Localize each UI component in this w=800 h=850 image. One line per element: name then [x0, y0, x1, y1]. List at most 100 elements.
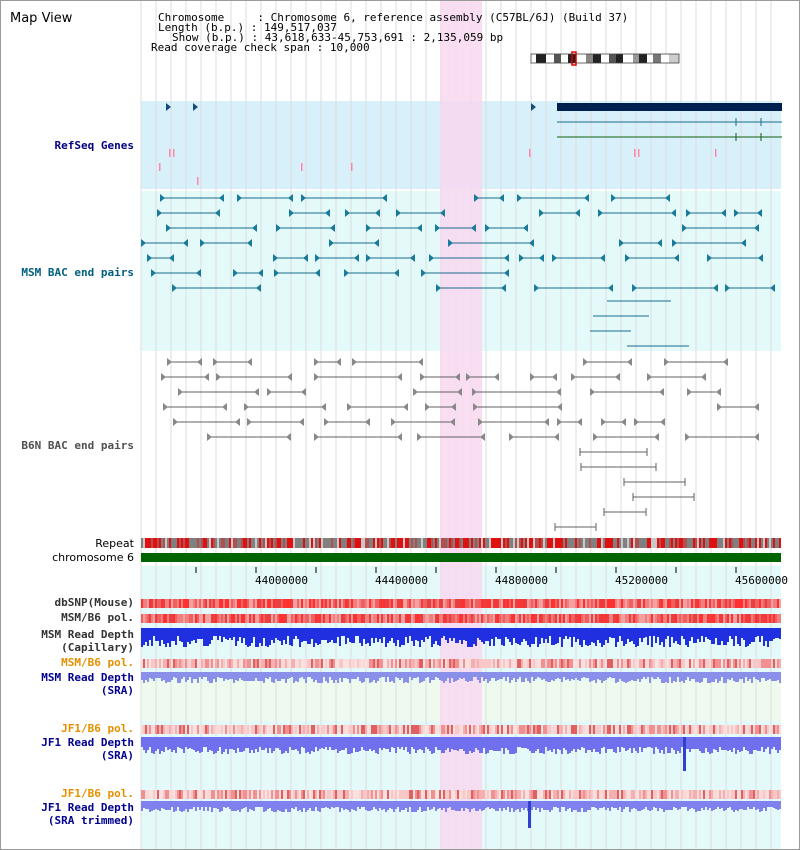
read-depth-bar	[745, 672, 747, 677]
read-depth-bar	[693, 801, 695, 809]
read-depth-bar	[497, 672, 499, 680]
polymorphism-cell	[399, 659, 401, 668]
read-depth-bar	[219, 737, 221, 747]
read-depth-bar	[307, 672, 309, 677]
track-label-refseq-genes[interactable]: RefSeq Genes	[54, 139, 134, 152]
bac-end-left	[590, 388, 595, 396]
read-depth-bar	[571, 672, 573, 679]
polymorphism-cell	[733, 790, 735, 799]
read-depth-bar	[701, 737, 703, 753]
polymorphism-cell	[271, 790, 273, 799]
repeat-segment	[289, 538, 291, 548]
polymorphism-cell	[323, 790, 325, 799]
polymorphism-cell	[385, 790, 387, 799]
read-depth-bar	[271, 801, 273, 811]
read-depth-bar	[465, 737, 467, 754]
read-depth-bar	[527, 672, 529, 681]
repeat-segment	[651, 538, 653, 548]
polymorphism-cell	[617, 599, 619, 608]
polymorphism-cell	[617, 725, 619, 734]
polymorphism-cell	[683, 614, 685, 623]
track-label-chromosome[interactable]: chromosome 6	[52, 551, 134, 564]
read-depth-bar	[161, 801, 163, 808]
length-info: Length (b.p.) : 149,517,037	[158, 21, 337, 34]
read-depth-bar	[413, 672, 415, 678]
polymorphism-cell	[299, 599, 301, 608]
track-label-msm-b6-pol-sra[interactable]: MSM/B6 pol.	[61, 656, 134, 669]
polymorphism-cell	[283, 725, 285, 734]
read-depth-bar	[323, 801, 325, 808]
polymorphism-cell	[393, 659, 395, 668]
polymorphism-cell	[235, 725, 237, 734]
polymorphism-cell	[695, 790, 697, 799]
read-depth-bar	[183, 737, 185, 753]
read-depth-bar	[503, 801, 505, 808]
polymorphism-cell	[753, 790, 755, 799]
polymorphism-cell	[693, 599, 695, 608]
read-depth-bar	[239, 801, 241, 812]
polymorphism-cell	[247, 614, 249, 623]
read-depth-bar	[429, 737, 431, 751]
read-depth-bar	[279, 737, 281, 750]
polymorphism-cell	[319, 659, 321, 668]
read-depth-bar	[283, 801, 285, 812]
polymorphism-cell	[719, 599, 721, 608]
read-depth-bar	[665, 672, 667, 682]
track-label-msm-b6-pol[interactable]: MSM/B6 pol.	[61, 611, 134, 624]
repeat-segment	[255, 538, 257, 548]
repeat-segment	[773, 538, 775, 548]
read-depth-bar	[491, 737, 493, 750]
polymorphism-cell	[261, 599, 263, 608]
polymorphism-cell	[683, 725, 685, 734]
repeat-segment	[385, 538, 387, 548]
track-label-dbsnp[interactable]: dbSNP(Mouse)	[54, 596, 134, 609]
polymorphism-cell	[305, 725, 307, 734]
polymorphism-cell	[325, 599, 327, 608]
polymorphism-cell	[413, 790, 415, 799]
bac-end-right	[330, 224, 335, 232]
track-label-jf1-b6-pol[interactable]: JF1/B6 pol.	[61, 722, 134, 735]
read-depth-bar	[197, 628, 199, 639]
repeat-segment	[307, 538, 309, 548]
polymorphism-cell	[571, 599, 573, 608]
read-depth-bar	[703, 628, 705, 642]
read-depth-bar	[187, 672, 189, 680]
track-label-msm-read-depth-capillary[interactable]: MSM Read Depth	[41, 628, 134, 641]
read-depth-bar	[253, 801, 255, 811]
polymorphism-cell	[423, 725, 425, 734]
polymorphism-cell	[591, 725, 593, 734]
polymorphism-cell	[221, 659, 223, 668]
polymorphism-cell	[291, 790, 293, 799]
track-label-repeat[interactable]: Repeat	[95, 537, 134, 550]
read-depth-bar	[455, 672, 457, 681]
polymorphism-cell	[533, 659, 535, 668]
bac-end-right	[556, 388, 561, 396]
bac-end-right	[183, 239, 188, 247]
read-depth-bar	[287, 628, 289, 636]
track-label-msm-read-depth-sra[interactable]: MSM Read Depth	[41, 671, 134, 684]
polymorphism-cell	[593, 614, 595, 623]
read-depth-bar	[145, 737, 147, 753]
track-label-jf1-read-depth-sra[interactable]: JF1 Read Depth	[41, 736, 134, 749]
read-depth-bar	[417, 672, 419, 677]
read-depth-bar	[365, 801, 367, 810]
polymorphism-cell	[659, 599, 661, 608]
track-label-jf1-b6-pol-trimmed[interactable]: JF1/B6 pol.	[61, 787, 134, 800]
polymorphism-cell	[581, 725, 583, 734]
track-label-jf1-read-depth-trimmed[interactable]: JF1 Read Depth	[41, 801, 134, 814]
polymorphism-cell	[291, 725, 293, 734]
read-depth-bar	[567, 801, 569, 809]
polymorphism-cell	[447, 614, 449, 623]
polymorphism-cell	[505, 599, 507, 608]
read-depth-bar	[507, 628, 509, 639]
read-depth-bar	[521, 801, 523, 808]
polymorphism-cell	[579, 659, 581, 668]
polymorphism-cell	[619, 659, 621, 668]
track-label-msm-bac-end-pairs[interactable]: MSM BAC end pairs	[21, 266, 134, 279]
polymorphism-cell	[209, 599, 211, 608]
bac-end-left	[396, 209, 401, 217]
track-label-b6n-bac-end-pairs[interactable]: B6N BAC end pairs	[21, 439, 134, 452]
read-depth-bar	[155, 801, 157, 809]
read-depth-bar	[449, 737, 451, 752]
